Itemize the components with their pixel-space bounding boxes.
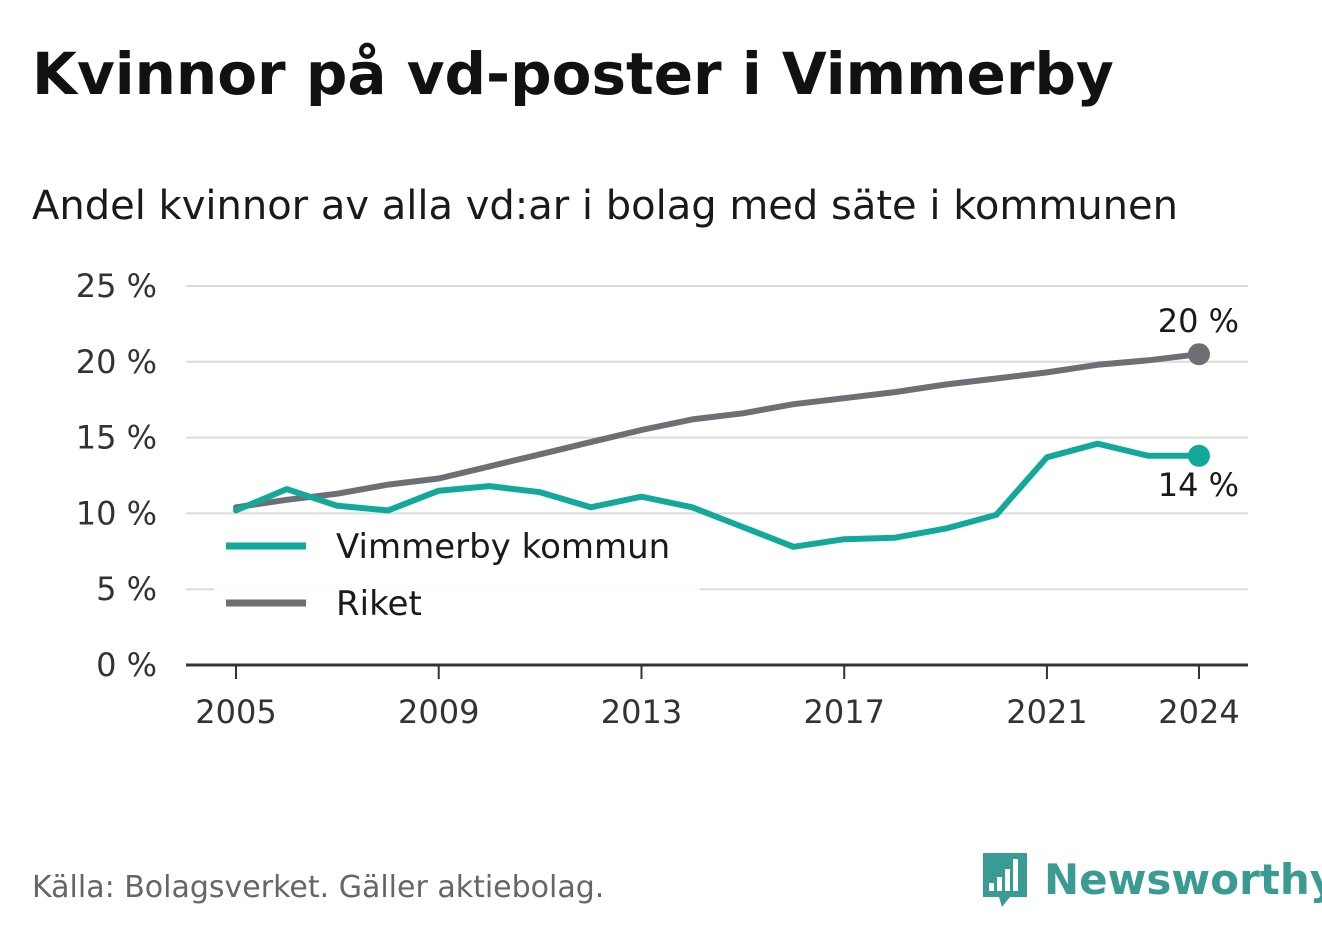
series-end-point [1188, 444, 1210, 467]
x-tick-label: 2013 [601, 693, 682, 731]
chart-subtitle: Andel kvinnor av alla vd:ar i bolag med … [32, 183, 1178, 229]
brand: Newsworthy [980, 848, 1322, 912]
y-tick-label: 5 % [96, 570, 157, 608]
x-tick-label: 2021 [1006, 693, 1087, 731]
y-tick-label: 0 % [96, 646, 157, 684]
source-note: Källa: Bolagsverket. Gäller aktiebolag. [32, 870, 605, 905]
legend-label: Vimmerby kommun [336, 527, 670, 567]
end-value-label: 20 % [1158, 302, 1239, 340]
x-tick-label: 2009 [398, 693, 479, 731]
y-tick-label: 15 % [76, 419, 157, 457]
legend-background [214, 515, 700, 625]
line-chart: 0 % 5 % 10 % 15 % 20 % 25 % 2005 2009 2013 2017 20… [76, 267, 1248, 731]
end-value-label: 14 % [1158, 466, 1239, 504]
brand-name: Newsworthy [1044, 855, 1322, 904]
series-line [233, 440, 1202, 550]
axes: 0 % 5 % 10 % 15 % 20 % 25 % 2005 2009 2013 2017 20… [76, 267, 1248, 731]
series-end-point [1188, 343, 1210, 366]
x-tick-label: 2017 [803, 693, 884, 731]
legend: Vimmerby kommun Riket [214, 515, 700, 625]
y-tick-label: 25 % [76, 267, 157, 305]
y-tick-label: 10 % [76, 494, 157, 532]
y-tick-label: 20 % [76, 343, 157, 381]
series-line [233, 351, 1202, 511]
bar-chart-speech-bubble-icon [983, 853, 1027, 907]
series-lines [233, 343, 1210, 550]
x-tick-label: 2005 [195, 693, 276, 731]
legend-label: Riket [336, 584, 422, 624]
chart-title: Kvinnor på vd-poster i Vimmerby [32, 40, 1114, 108]
x-tick-label: 2024 [1158, 693, 1239, 731]
data-labels: 20 % 14 % [1158, 302, 1239, 504]
